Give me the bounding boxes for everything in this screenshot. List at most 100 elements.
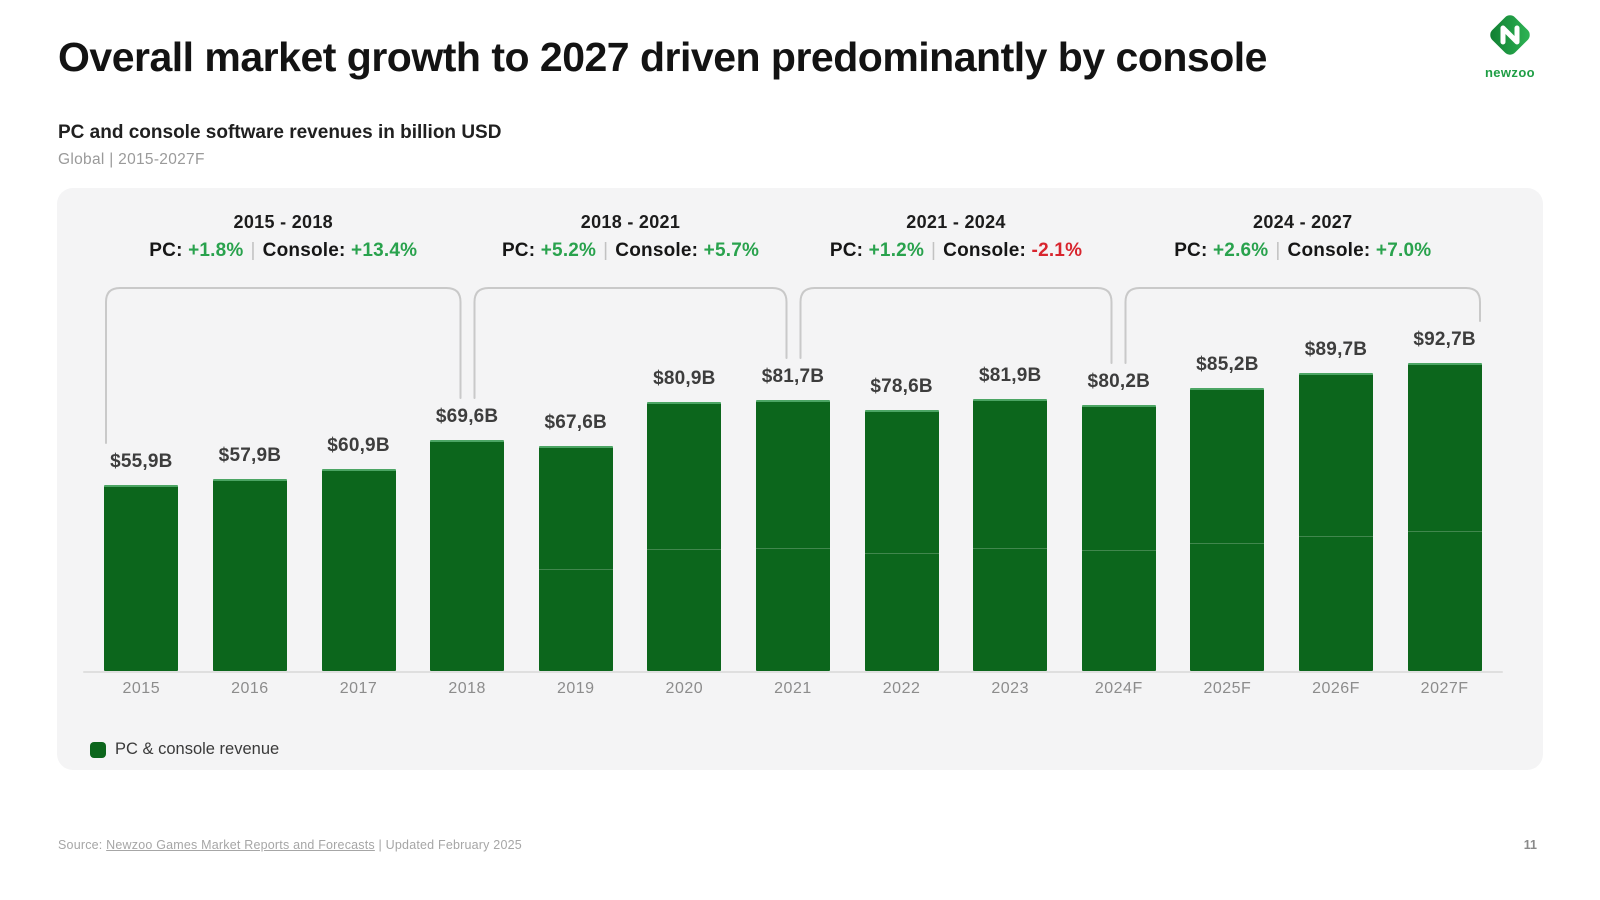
bar-2016 — [212, 479, 287, 671]
period-range: 2015 - 2018 — [233, 212, 333, 232]
bar-slot-2017: $60,9B — [304, 361, 413, 671]
x-axis-label-2023: 2023 — [991, 680, 1029, 697]
bar-2027F — [1407, 363, 1482, 671]
bar-2020 — [647, 402, 722, 671]
period-cagr: PC: +1.2% | Console: -2.1% — [830, 240, 1082, 262]
x-axis-label-2021: 2021 — [774, 680, 812, 697]
bar-slot-2026F: $89,7B — [1282, 339, 1391, 671]
cagr-separator: | — [931, 240, 937, 261]
bar-segment-divider — [973, 548, 1048, 549]
x-axis-label-2022: 2022 — [882, 680, 921, 697]
bar-value-label: $81,9B — [978, 365, 1042, 386]
period-cagr: PC: +5.2% | Console: +5.7% — [502, 240, 759, 262]
period-cagr: PC: +2.6% | Console: +7.0% — [1174, 240, 1431, 262]
bar-slot-2025F: $85,2B — [1173, 354, 1282, 671]
x-axis-label-2024F: 2024F — [1094, 680, 1143, 697]
bar-value-label: $81,7B — [761, 366, 825, 387]
pc-cagr-value: +1.8% — [188, 240, 244, 261]
bracket-2021-2024 — [799, 287, 1113, 364]
bar-slot-2018: $69,6B — [413, 361, 522, 671]
chart-panel: 2015 - 2018 PC: +1.8% | Console: +13.4% 2018… — [57, 188, 1543, 770]
bar-slot-2022: $78,6B — [847, 361, 956, 671]
x-axis-label-2019: 2019 — [556, 680, 595, 697]
bar-2022 — [864, 410, 939, 671]
period-cagr: PC: +1.8% | Console: +13.4% — [149, 240, 417, 262]
source-note: Source: Newzoo Games Market Reports and … — [58, 838, 522, 852]
cagr-separator: | — [1275, 240, 1281, 261]
bar-slot-2024F: $80,2B — [1064, 361, 1173, 671]
bar-segment-divider — [538, 569, 613, 570]
x-axis-label-2020: 2020 — [665, 680, 704, 697]
period-range: 2021 - 2024 — [906, 212, 1006, 232]
bar-slot-2015: $55,9B — [87, 361, 196, 671]
console-cagr-label: Console: — [615, 240, 704, 261]
chart-scope: Global | 2015-2027F — [58, 151, 205, 168]
bar-value-label: $80,2B — [1087, 371, 1151, 392]
bar-2021 — [755, 400, 830, 671]
x-axis-label-2016: 2016 — [231, 680, 269, 697]
newzoo-wordmark: newzoo — [1484, 65, 1536, 80]
bar-segment-divider — [1190, 543, 1265, 544]
source-suffix: | Updated February 2025 — [374, 838, 522, 852]
source-link[interactable]: Newzoo Games Market Reports and Forecast… — [106, 838, 375, 852]
bar-segment-divider — [1299, 536, 1373, 537]
chart-heading: PC and console software revenues in bill… — [58, 122, 502, 143]
x-axis-label-2027F: 2027F — [1420, 680, 1469, 697]
chart-legend: PC & console revenue — [90, 740, 279, 759]
console-cagr-value: -2.1% — [1031, 240, 1083, 261]
x-axis-label-2026F: 2026F — [1312, 680, 1360, 697]
bar-slot-2019: $67,6B — [521, 361, 630, 671]
page-title: Overall market growth to 2027 driven pre… — [58, 34, 1267, 80]
period-range: 2018 - 2021 — [580, 212, 681, 232]
x-axis-label-2015: 2015 — [122, 680, 161, 697]
bar-segment-divider — [1407, 531, 1482, 532]
pc-cagr-label: PC: — [1174, 240, 1213, 261]
x-axis-label-2018: 2018 — [448, 680, 486, 697]
bar-value-label: $78,6B — [870, 376, 933, 397]
console-cagr-label: Console: — [943, 240, 1032, 261]
newzoo-logo: newzoo — [1462, 8, 1558, 80]
bar-2024F — [1081, 405, 1156, 671]
console-cagr-value: +7.0% — [1375, 240, 1432, 261]
cagr-separator: | — [603, 240, 609, 261]
pc-cagr-label: PC: — [149, 240, 189, 261]
bar-slot-2027F: $92,7B — [1390, 329, 1499, 671]
legend-swatch — [90, 741, 106, 758]
bar-value-label: $57,9B — [218, 445, 282, 466]
newzoo-logo-icon — [1483, 15, 1537, 66]
bar-segment-divider — [647, 549, 722, 550]
bar-segment-divider — [864, 553, 939, 554]
source-prefix: Source: — [58, 838, 107, 852]
bar-2018 — [430, 440, 505, 671]
bar-value-label: $69,6B — [435, 406, 499, 427]
console-cagr-label: Console: — [262, 240, 352, 261]
bar-value-label: $92,7B — [1413, 329, 1476, 350]
bar-2026F — [1299, 373, 1373, 671]
console-cagr-label: Console: — [1287, 240, 1376, 261]
pc-cagr-value: +1.2% — [868, 240, 925, 261]
period-range: 2024 - 2027 — [1253, 212, 1353, 232]
bar-2023 — [973, 399, 1048, 671]
bar-value-label: $80,9B — [653, 368, 716, 389]
x-axis-label-2025F: 2025F — [1203, 680, 1252, 697]
bar-slot-2016: $57,9B — [196, 361, 305, 671]
pc-cagr-label: PC: — [829, 240, 869, 261]
cagr-separator: | — [250, 240, 256, 261]
bar-2015 — [104, 485, 179, 671]
bar-slot-2023: $81,9B — [956, 361, 1065, 671]
bar-2017 — [321, 469, 396, 671]
period-header-2: 2018 - 2021 PC: +5.2% | Console: +5.7% — [502, 212, 759, 262]
console-cagr-value: +5.7% — [703, 240, 760, 261]
x-axis-label-2017: 2017 — [339, 680, 378, 697]
bar-segment-divider — [1081, 550, 1156, 551]
pc-cagr-label: PC: — [501, 240, 541, 261]
x-axis-line — [83, 671, 1503, 673]
bar-value-label: $55,9B — [110, 451, 173, 472]
period-header-1: 2015 - 2018 PC: +1.8% | Console: +13.4% — [149, 212, 417, 262]
bar-value-label: $89,7B — [1304, 339, 1368, 360]
bar-slot-2020: $80,9B — [630, 361, 739, 671]
bar-2025F — [1190, 388, 1265, 671]
bar-value-label: $60,9B — [327, 435, 390, 456]
bar-2019 — [538, 446, 613, 671]
pc-cagr-value: +2.6% — [1213, 240, 1269, 261]
